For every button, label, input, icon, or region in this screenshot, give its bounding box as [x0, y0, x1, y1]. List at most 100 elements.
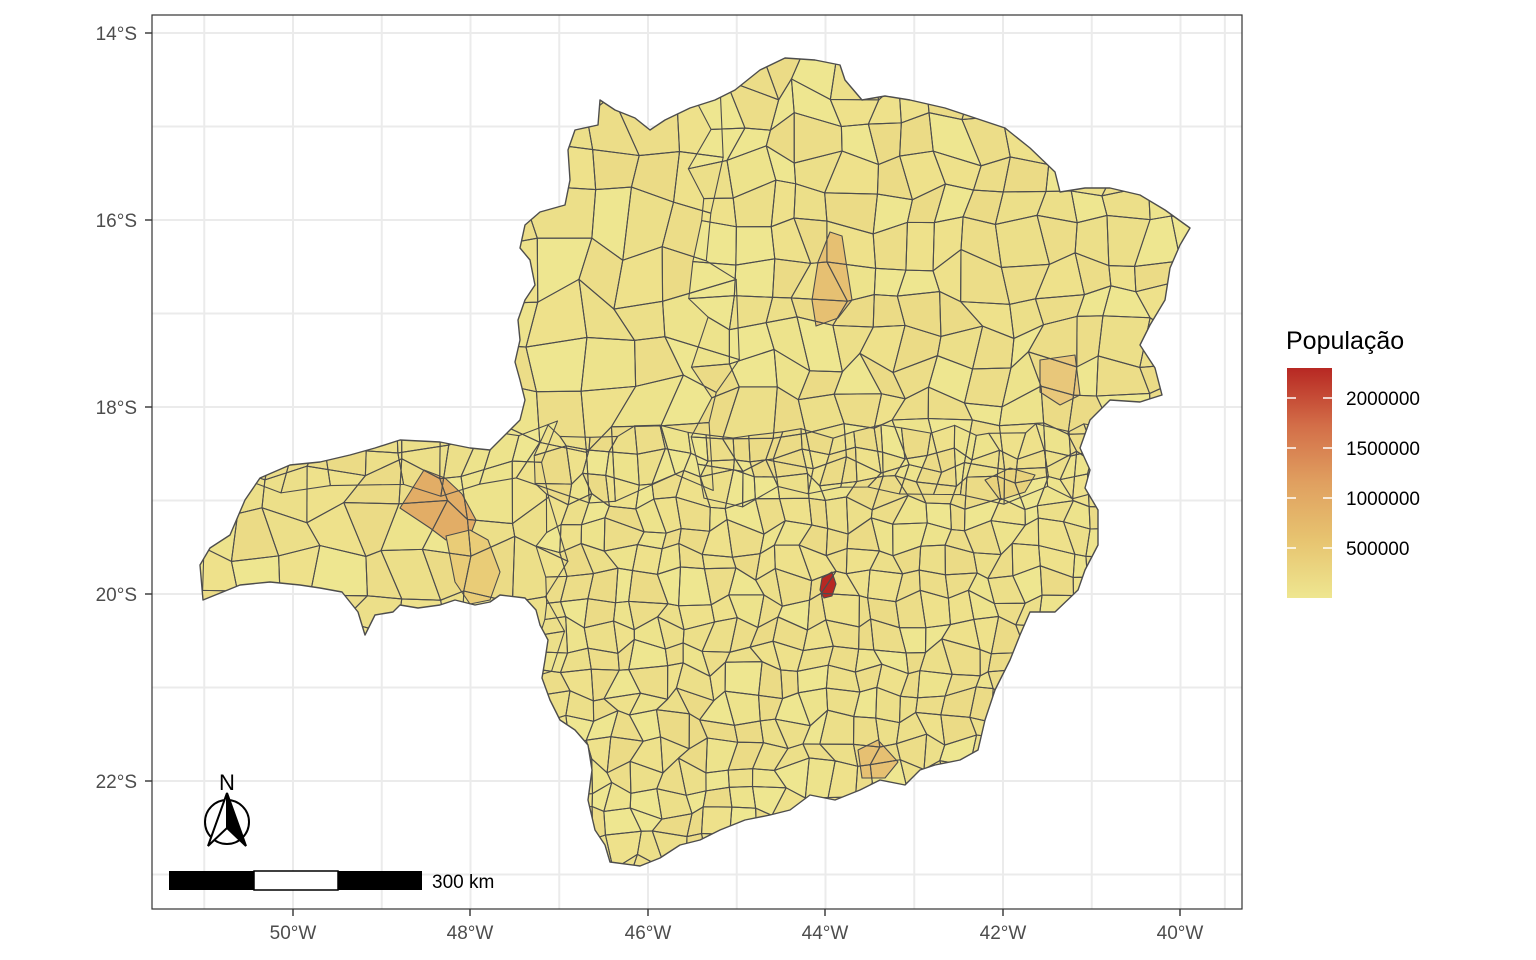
municipality [578, 279, 635, 341]
municipality [770, 78, 795, 131]
municipality [853, 424, 883, 453]
municipality [729, 295, 773, 330]
municipality [945, 545, 978, 575]
municipality [591, 187, 632, 261]
municipality [637, 531, 667, 549]
municipality [702, 651, 730, 677]
municipality [692, 220, 737, 266]
municipality [678, 543, 705, 569]
municipality [960, 301, 1014, 339]
municipality [995, 191, 1046, 225]
municipality [581, 386, 636, 453]
municipality [895, 590, 926, 628]
x-tick-label: 46°W [625, 923, 672, 944]
municipality [546, 494, 569, 533]
municipality [725, 661, 763, 696]
municipality [609, 425, 638, 455]
municipality [535, 483, 572, 505]
panel-border [151, 14, 1243, 910]
municipality [1102, 285, 1151, 318]
municipality [603, 807, 642, 836]
municipality [1040, 565, 1074, 596]
municipality [798, 370, 843, 400]
municipality [872, 475, 909, 510]
municipality [964, 498, 1001, 531]
municipality [834, 353, 882, 395]
municipality [560, 669, 594, 701]
municipality [537, 238, 592, 303]
municipality [990, 520, 1026, 555]
municipality [893, 325, 941, 373]
municipality [869, 550, 903, 574]
municipality-border [660, 421, 714, 491]
municipality [859, 353, 906, 399]
municipality [704, 567, 736, 605]
municipality [794, 151, 843, 193]
municipality [948, 590, 974, 625]
y-tick-18s: 18°S [96, 398, 152, 419]
municipality [901, 427, 931, 459]
legend-tick-label: 1500000 [1346, 439, 1420, 460]
municipality [798, 394, 845, 434]
municipality [939, 291, 983, 337]
municipality [821, 593, 860, 627]
municipality [933, 249, 961, 302]
municipality [559, 543, 594, 577]
municipality [1037, 476, 1074, 506]
municipality [755, 568, 783, 607]
municipality [871, 495, 909, 525]
municipality [657, 543, 681, 575]
municipality [592, 149, 640, 190]
municipality [560, 573, 594, 602]
municipality [859, 325, 906, 373]
municipality [875, 718, 900, 748]
municipality [799, 545, 837, 581]
municipality [584, 620, 618, 654]
municipality [610, 710, 644, 742]
municipality [920, 522, 952, 547]
municipality [832, 294, 875, 328]
municipality [752, 786, 787, 816]
y-tick-label: 20°S [96, 585, 137, 606]
municipality [660, 375, 717, 426]
municipality [882, 452, 905, 477]
municipality [659, 425, 691, 454]
municipality [945, 674, 981, 697]
municipality [933, 216, 964, 271]
municipality [1038, 545, 1075, 578]
municipality [657, 616, 685, 650]
y-tick-16s: 16°S [96, 211, 152, 232]
municipality [797, 665, 829, 693]
municipality [593, 698, 618, 722]
municipality [754, 476, 780, 499]
municipality [867, 569, 903, 602]
municipality [899, 151, 946, 200]
x-tick-40w: 40°W [1157, 909, 1203, 944]
municipality [847, 517, 880, 551]
municipality [705, 770, 730, 791]
municipality [582, 450, 610, 476]
municipality [925, 502, 952, 530]
municipality [634, 616, 666, 650]
municipality [873, 222, 908, 271]
municipality [775, 719, 811, 749]
municipality [1001, 264, 1050, 305]
municipality [733, 435, 751, 462]
municipality [607, 854, 638, 866]
municipality [994, 603, 1026, 625]
municipality [586, 710, 618, 741]
municipality [587, 648, 620, 671]
municipality [797, 316, 843, 372]
municipality [729, 322, 775, 364]
municipality [1017, 423, 1045, 460]
municipality [892, 495, 928, 525]
x-tick-label: 50°W [270, 923, 317, 944]
municipality [343, 458, 402, 504]
municipality [261, 466, 308, 523]
municipality [892, 522, 928, 556]
municipality [819, 744, 858, 767]
municipality [868, 122, 902, 165]
municipality [859, 595, 871, 627]
municipality [607, 736, 644, 773]
municipality [676, 662, 714, 701]
